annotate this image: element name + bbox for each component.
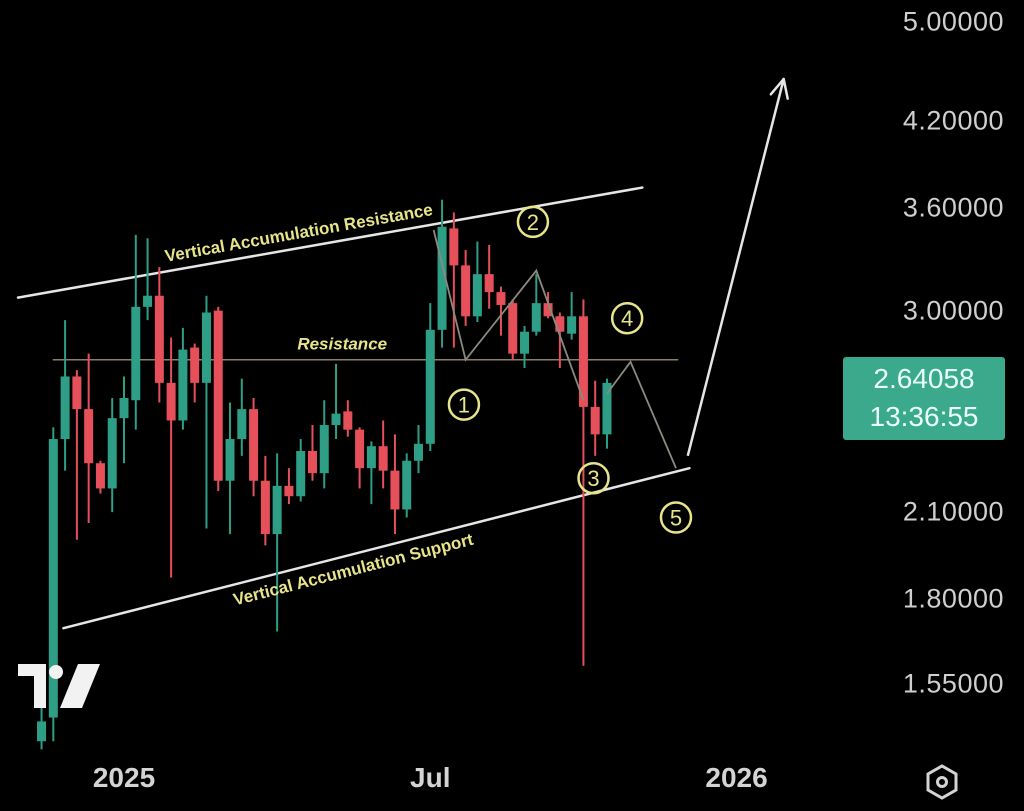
candle-body (449, 228, 459, 266)
price-tick: 5.00000 (902, 6, 1004, 37)
wave-number-circle (516, 205, 550, 239)
candle-body (95, 463, 105, 489)
candle-body (602, 382, 612, 435)
candle-body (484, 274, 494, 293)
candle-body (402, 460, 412, 510)
candle-body (60, 376, 70, 440)
support-channel-label: Vertical Accumulation Support (231, 530, 475, 610)
support-channel-line (62, 466, 691, 630)
arrow-head-icon (782, 77, 789, 100)
hexagon-settings-icon[interactable] (922, 762, 962, 802)
candle-body (237, 409, 247, 440)
candle-body (84, 409, 94, 464)
candle-body (331, 413, 341, 426)
candle-body (213, 310, 223, 481)
candle-body (496, 292, 506, 305)
candle-body (437, 226, 447, 330)
candle-body (225, 439, 235, 481)
price-tick: 2.10000 (902, 496, 1004, 527)
projection-arrow (686, 78, 785, 457)
resistance-level-label: Resistance (297, 335, 387, 354)
candle-body (378, 446, 388, 471)
candle-body (543, 303, 553, 317)
candle-body (143, 295, 153, 307)
candle-body (414, 443, 423, 461)
candle-body (567, 316, 577, 334)
candle-body (72, 376, 82, 410)
candle-body (272, 485, 282, 535)
wave-number-label: 2 (527, 210, 539, 235)
candle-body (390, 470, 400, 510)
time-tick: 2026 (705, 762, 768, 793)
candle-body (154, 295, 164, 383)
arrow-head-icon (769, 77, 785, 96)
wave-number-circle (659, 501, 693, 534)
candle-body (578, 316, 588, 407)
price-tick: 1.55000 (902, 668, 1004, 699)
wave-path (432, 229, 585, 401)
candle-body (249, 409, 259, 481)
candle-body (284, 485, 294, 497)
price-tick: 3.00000 (902, 295, 1004, 326)
wave-number-label: 5 (670, 506, 682, 531)
time-tick: Jul (410, 762, 451, 793)
last-price: 2.64058 (873, 363, 975, 394)
wave-number-label: 4 (621, 306, 633, 331)
candle-body (319, 425, 329, 474)
candle-body (190, 347, 200, 383)
resistance-channel-label: Vertical Accumulation Resistance (163, 200, 434, 266)
price-tick: 1.80000 (902, 583, 1004, 614)
candle-body (508, 303, 518, 354)
tradingview-logo (18, 664, 100, 708)
candle-body (520, 331, 530, 354)
candle-body (37, 721, 47, 742)
candle-body (343, 411, 353, 430)
wave-number-circle (577, 461, 610, 495)
candle-body (461, 265, 471, 317)
candle-body (531, 303, 541, 332)
candle-body (166, 382, 176, 421)
bar-countdown: 13:36:55 (869, 401, 979, 432)
price-tick: 3.60000 (902, 192, 1004, 223)
candle-body (307, 450, 317, 474)
candle-body (260, 480, 270, 535)
candle-body (107, 418, 117, 489)
candle-body (472, 274, 482, 317)
resistance-channel-line (16, 186, 644, 299)
candle-body (425, 329, 435, 444)
candle-body (555, 316, 565, 332)
wave-number-label: 1 (458, 393, 470, 418)
wave-number-label: 3 (587, 466, 599, 491)
candle-body (201, 312, 211, 383)
candle-body (178, 349, 188, 421)
candle-body (119, 398, 129, 419)
wave-path (606, 360, 677, 469)
candle-body (131, 306, 141, 401)
price-tick: 4.20000 (902, 105, 1004, 135)
time-tick: 2025 (92, 762, 156, 793)
candle-body (296, 450, 306, 497)
candle-body (366, 446, 376, 469)
wave-number-circle (610, 301, 644, 335)
candle-body (48, 439, 58, 718)
wave-number-circle (447, 388, 481, 421)
candle-body (355, 429, 365, 469)
last-price-label: 2.64058 13:36:55 (843, 357, 1005, 440)
candle-body (590, 406, 600, 435)
